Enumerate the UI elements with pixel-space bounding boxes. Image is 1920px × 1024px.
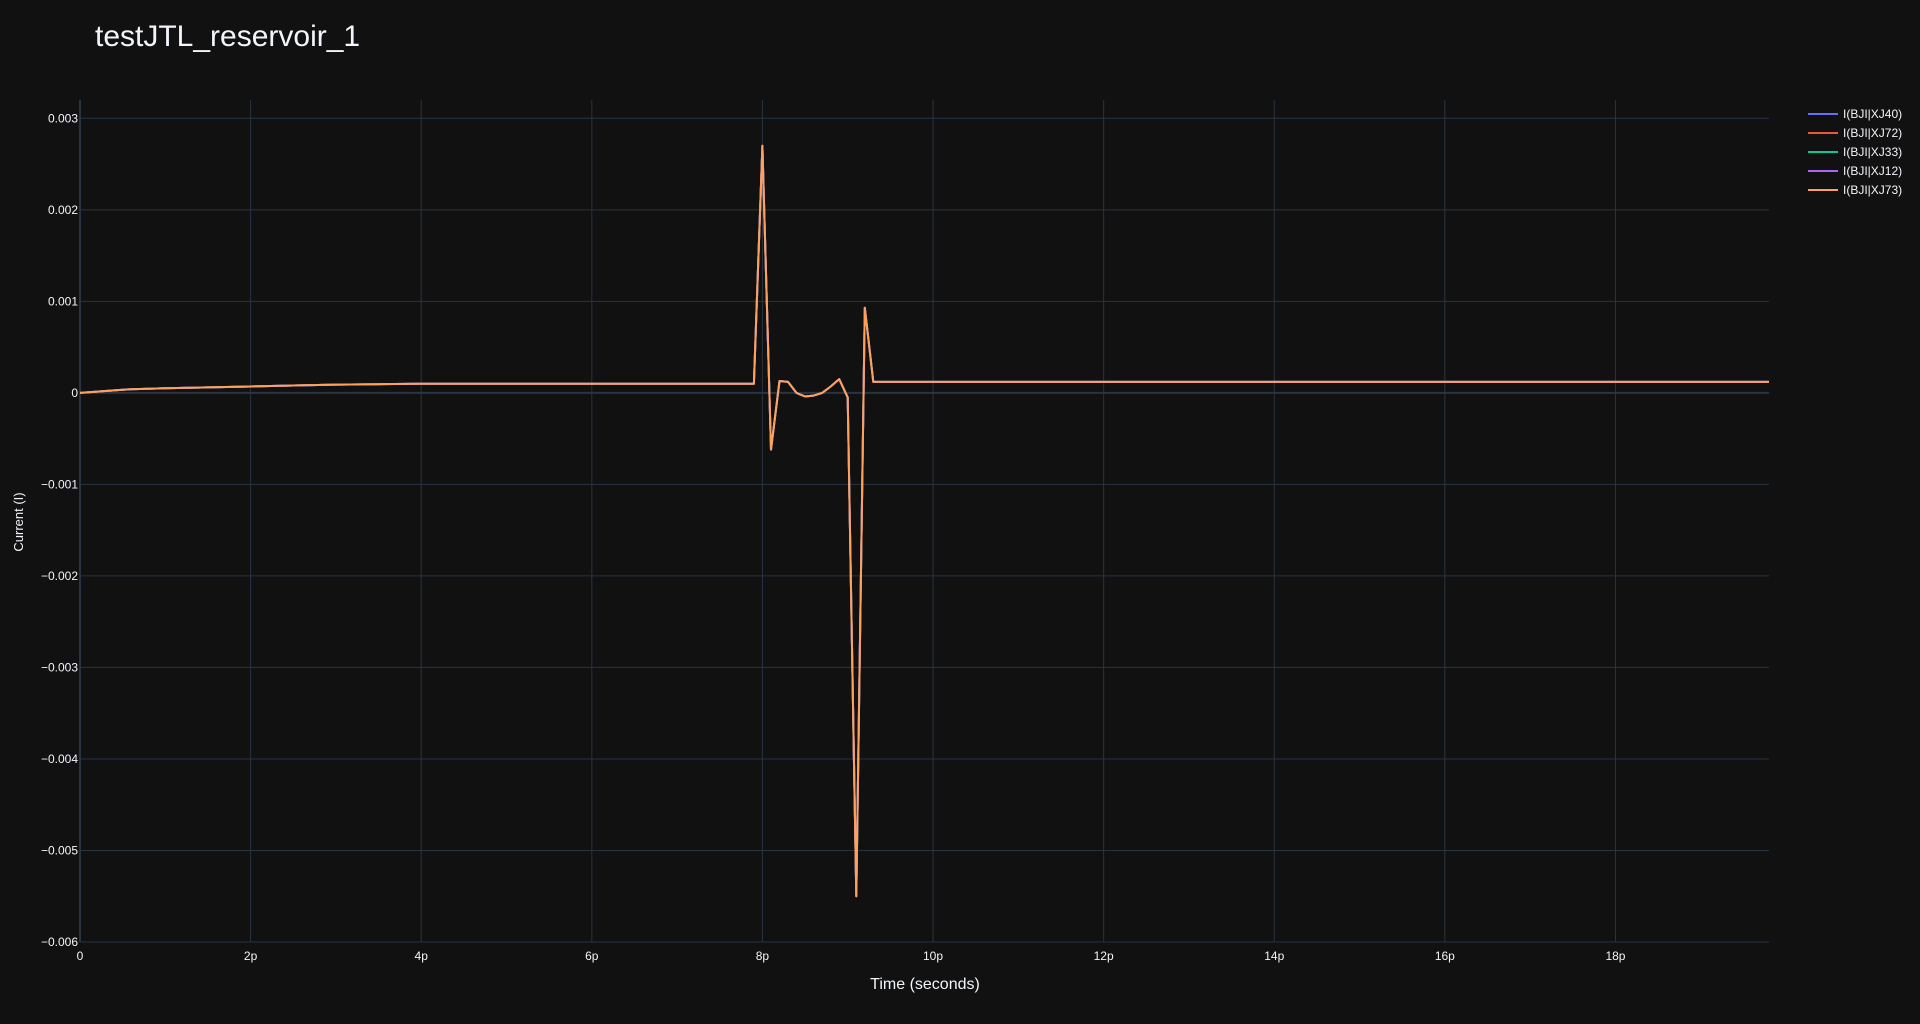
x-axis-title: Time (seconds) bbox=[870, 976, 980, 993]
chart-title: testJTL_reservoir_1 bbox=[95, 20, 361, 53]
y-axis-title: Current (I) bbox=[11, 492, 26, 551]
y-tick-label: 0.003 bbox=[48, 111, 78, 125]
y-tick-label: 0.001 bbox=[48, 294, 78, 308]
x-tick-label: 10p bbox=[923, 949, 943, 963]
y-tick-label: −0.004 bbox=[41, 752, 78, 766]
series-line-2 bbox=[79, 144, 1769, 898]
series-line-1 bbox=[79, 144, 1769, 898]
series-line-4 bbox=[79, 144, 1769, 898]
y-tick-label: 0.002 bbox=[48, 203, 78, 217]
x-tick-label: 12p bbox=[1094, 949, 1114, 963]
x-tick-label: 16p bbox=[1435, 949, 1455, 963]
x-tick-label: 18p bbox=[1605, 949, 1625, 963]
legend-label: I(BJI|XJ73) bbox=[1843, 183, 1902, 197]
x-tick-label: 2p bbox=[244, 949, 258, 963]
x-tick-label: 6p bbox=[585, 949, 599, 963]
series-line-0 bbox=[79, 144, 1769, 898]
y-tick-label: −0.001 bbox=[41, 477, 78, 491]
x-tick-label: 4p bbox=[415, 949, 429, 963]
y-tick-label: −0.003 bbox=[41, 660, 78, 674]
legend-label: I(BJI|XJ72) bbox=[1843, 126, 1902, 140]
y-tick-label: −0.002 bbox=[41, 569, 78, 583]
legend-label: I(BJI|XJ40) bbox=[1843, 107, 1902, 121]
x-tick-label: 0 bbox=[77, 949, 84, 963]
y-tick-label: −0.005 bbox=[41, 843, 78, 857]
y-tick-label: −0.006 bbox=[41, 935, 78, 949]
x-tick-label: 14p bbox=[1264, 949, 1284, 963]
y-tick-label: 0 bbox=[71, 386, 78, 400]
x-tick-label: 8p bbox=[756, 949, 770, 963]
legend-label: I(BJI|XJ12) bbox=[1843, 164, 1902, 178]
legend-label: I(BJI|XJ33) bbox=[1843, 145, 1902, 159]
series-line-3 bbox=[79, 144, 1769, 898]
